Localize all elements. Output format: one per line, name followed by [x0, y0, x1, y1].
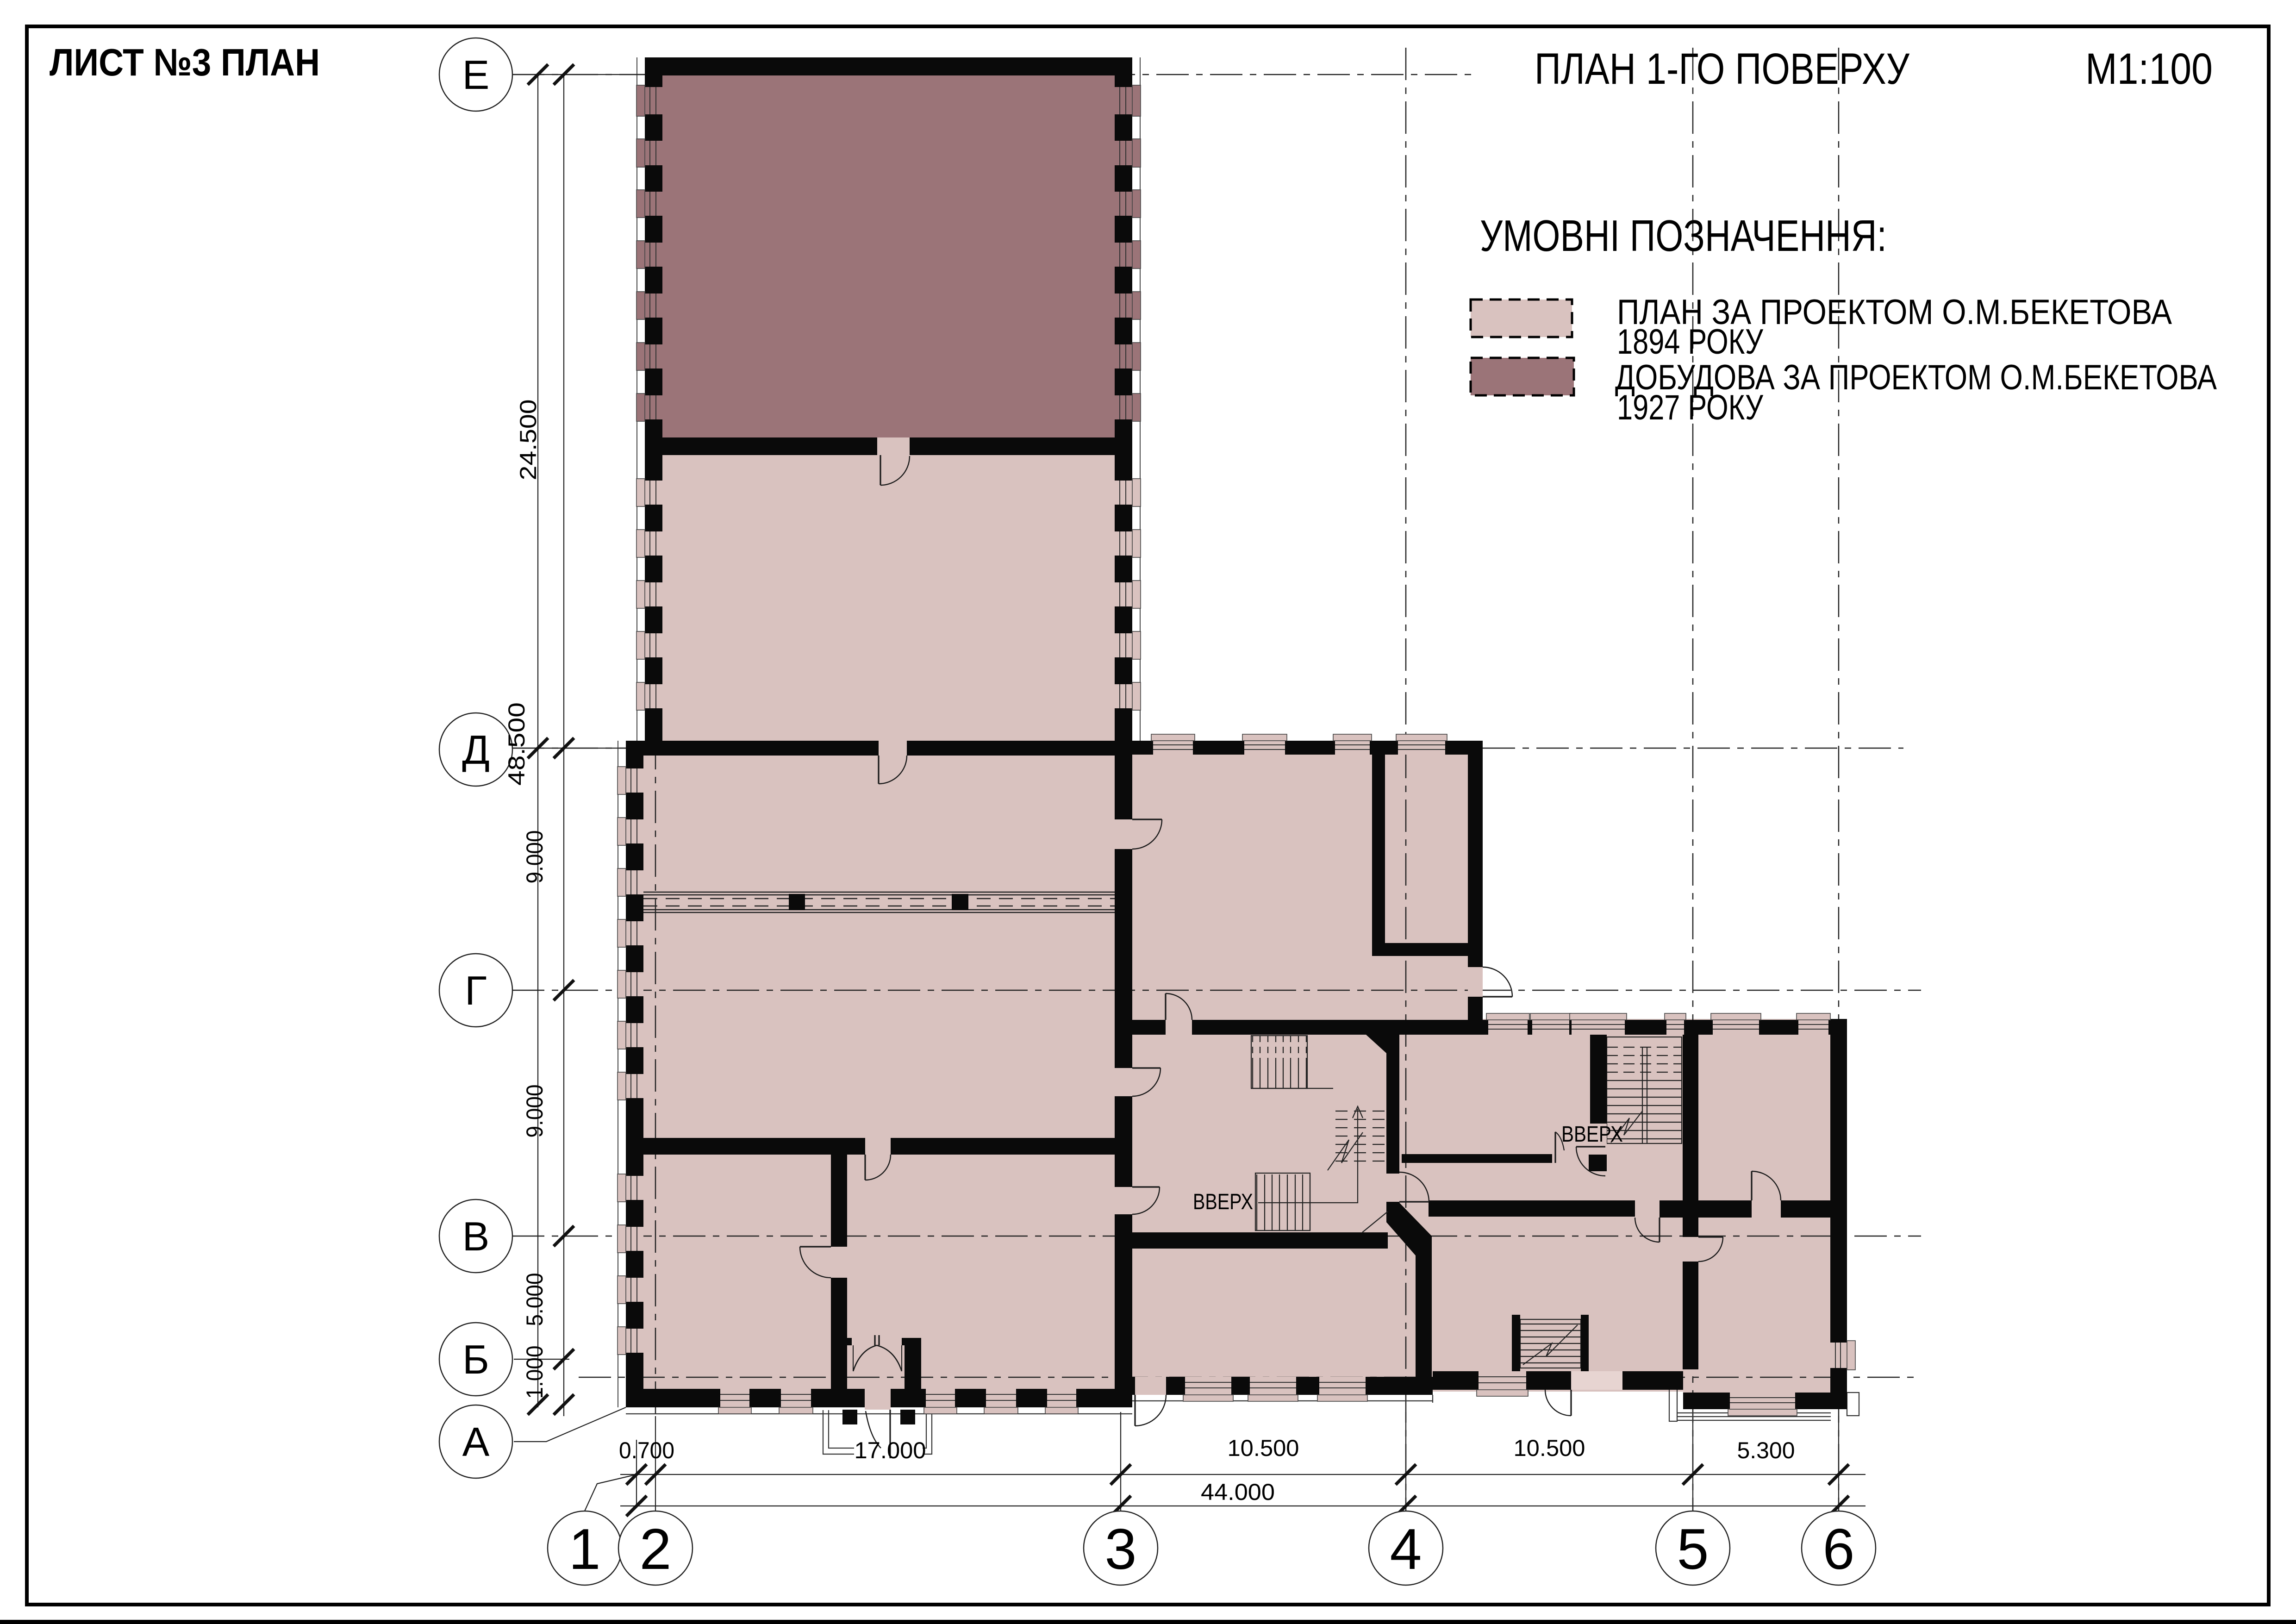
svg-text:А: А [462, 1419, 490, 1465]
svg-text:1894 РОКУ: 1894 РОКУ [1617, 322, 1764, 362]
svg-text:2: 2 [640, 1518, 672, 1581]
svg-text:0.700: 0.700 [619, 1437, 674, 1463]
svg-text:5.000: 5.000 [522, 1273, 548, 1326]
svg-text:10.500: 10.500 [1514, 1435, 1585, 1461]
svg-text:5: 5 [1677, 1518, 1709, 1581]
svg-text:6: 6 [1823, 1518, 1855, 1581]
svg-text:48.500: 48.500 [504, 702, 530, 786]
svg-text:ДОБУДОВА ЗА ПРОЕКТОМ О.М.БЕКЕТ: ДОБУДОВА ЗА ПРОЕКТОМ О.М.БЕКЕТОВА [1615, 358, 2217, 397]
svg-text:1: 1 [569, 1518, 601, 1581]
svg-text:9.000: 9.000 [522, 831, 548, 884]
svg-text:44.000: 44.000 [1201, 1479, 1275, 1505]
svg-text:ЛИСТ №3 ПЛАН: ЛИСТ №3 ПЛАН [50, 41, 320, 84]
svg-text:17.000: 17.000 [855, 1437, 926, 1463]
svg-text:10.500: 10.500 [1228, 1435, 1299, 1461]
svg-text:В: В [462, 1213, 490, 1259]
svg-text:4: 4 [1390, 1518, 1422, 1581]
svg-text:ПЛАН ЗА ПРОЕКТОМ О.М.БЕКЕТОВА: ПЛАН ЗА ПРОЕКТОМ О.М.БЕКЕТОВА [1617, 293, 2172, 332]
svg-text:Б: Б [462, 1337, 489, 1382]
svg-text:М1:100: М1:100 [2085, 44, 2213, 94]
svg-text:24.500: 24.500 [515, 400, 541, 481]
svg-text:3: 3 [1105, 1518, 1137, 1581]
svg-text:ПЛАН 1-ГО ПОВЕРХУ: ПЛАН 1-ГО ПОВЕРХУ [1535, 44, 1910, 94]
svg-text:1.000: 1.000 [522, 1346, 548, 1399]
svg-text:УМОВНІ ПОЗНАЧЕННЯ:: УМОВНІ ПОЗНАЧЕННЯ: [1480, 211, 1887, 261]
svg-text:9.000: 9.000 [522, 1085, 548, 1138]
svg-text:ВВЕРХ: ВВЕРХ [1193, 1190, 1253, 1214]
svg-text:Е: Е [462, 52, 490, 98]
svg-text:Г: Г [465, 968, 487, 1013]
svg-text:Д: Д [462, 727, 490, 773]
svg-text:5.300: 5.300 [1737, 1437, 1795, 1463]
svg-text:1927 РОКУ: 1927 РОКУ [1617, 388, 1764, 427]
svg-text:ВВЕРХ: ВВЕРХ [1561, 1122, 1623, 1147]
